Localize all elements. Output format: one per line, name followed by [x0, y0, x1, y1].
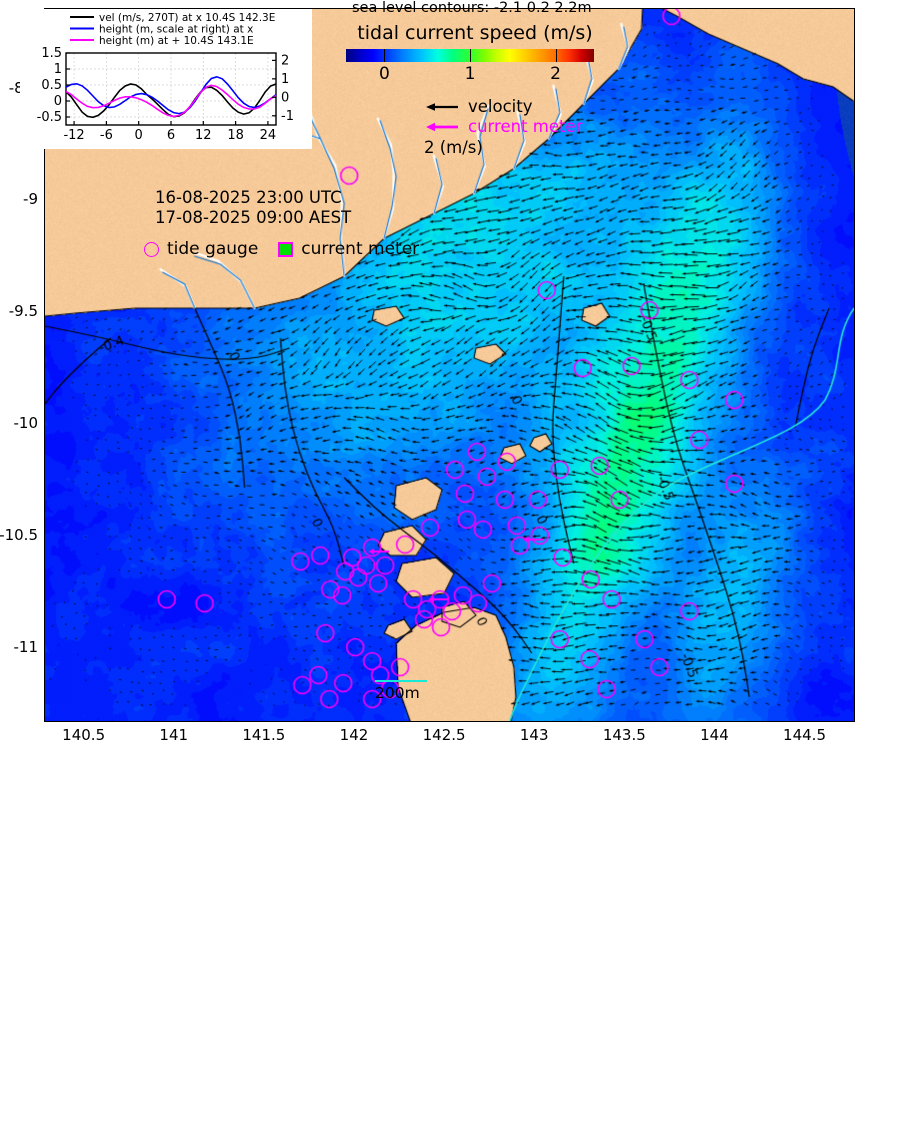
- sea-level-contours-title: sea level contours: -2.1 0.2 2.2m: [352, 0, 592, 16]
- timestamp-local: 17-08-2025 09:00 AEST: [155, 208, 352, 227]
- x-tick-label: 144: [700, 726, 729, 744]
- inset-x-tick-label: 6: [167, 128, 175, 143]
- colorbar-title: tidal current speed (m/s): [357, 22, 593, 44]
- legend-velocity-row: velocity: [424, 97, 582, 117]
- y-tick-label: -11: [13, 638, 39, 657]
- inset-y-left-tick-label: 0: [54, 94, 62, 109]
- inset-y-left-tick-label: 0.5: [41, 78, 62, 93]
- tide-gauge-label: tide gauge: [167, 239, 259, 259]
- y-tick-label: -9.5: [8, 302, 38, 321]
- inset-x-tick-label: 0: [135, 128, 143, 143]
- x-tick-label: 142.5: [422, 726, 466, 744]
- scale-bar-line: [375, 680, 427, 682]
- current-meter-icon: [278, 241, 294, 257]
- tide-gauge-icon: [144, 241, 159, 257]
- timeseries-inset-plot[interactable]: -12 -6 0 6 12 18 24 -0.5 0 0.5 1 1.5 -1 0 1 2 vel (m/s, …: [20, 9, 312, 149]
- inset-x-tick-label: 18: [227, 128, 244, 143]
- colorbar-tickmark: [470, 49, 471, 62]
- inset-legend-label: vel (m/s, 270T) at x 10.4S 142.3E: [99, 12, 275, 24]
- timestamp-utc: 16-08-2025 23:00 UTC: [155, 188, 342, 207]
- inset-x-tick-label: -12: [63, 128, 84, 143]
- colorbar-tick-label: 1: [464, 64, 476, 84]
- x-tick-label: 144.5: [783, 726, 827, 744]
- velocity-arrow-icon: [426, 103, 458, 111]
- inset-y-right-tick-label: 2: [281, 53, 289, 68]
- scale-bar-label: 200m: [375, 684, 420, 702]
- inset-y-right-tick-label: 1: [281, 72, 289, 87]
- scale-bar: 200m: [375, 680, 427, 702]
- inset-x-tick-label: 12: [195, 128, 212, 143]
- x-tick-label: 141.5: [242, 726, 286, 744]
- station-legend: tide gauge current meter: [144, 239, 439, 259]
- current-meter-label: current meter: [301, 239, 420, 259]
- inset-y-right-tick-label: 0: [281, 90, 289, 105]
- colorbar-tick-label: 2: [550, 64, 561, 84]
- x-tick-label: 143: [519, 726, 549, 744]
- inset-y-left-tick-label: -0.5: [37, 110, 62, 125]
- inset-y-right-tick-label: -1: [281, 109, 294, 124]
- legend-current-meter-label: current meter: [468, 117, 583, 136]
- y-tick-label: -10.5: [0, 526, 38, 545]
- arrow-legend: velocity current meter 2 (m/s): [424, 97, 582, 158]
- x-tick-label: 142: [339, 726, 369, 744]
- current-meter-arrow-icon: [426, 122, 458, 132]
- x-tick-label: 141: [159, 726, 189, 744]
- x-tick-label: 140.5: [62, 726, 106, 744]
- inset-legend-label: height (m) at + 10.4S 143.1E: [99, 35, 254, 47]
- colorbar-tick-label: 0: [379, 64, 390, 84]
- colorbar-tickmark: [555, 49, 557, 62]
- inset-legend-label: height (m, scale at right) at x: [99, 24, 253, 36]
- arrow-scale-label: 2 (m/s): [424, 138, 483, 157]
- legend-current-meter-row: current meter: [424, 117, 582, 137]
- inset-y-left-tick-label: 1: [54, 62, 62, 77]
- x-tick-label: 143.5: [602, 726, 646, 744]
- series-line: [65, 84, 277, 118]
- legend-velocity-label: velocity: [468, 97, 533, 116]
- y-tick-label: -9: [23, 190, 38, 209]
- inset-x-tick-label: -6: [100, 128, 113, 143]
- colorbar-tickmark: [384, 49, 386, 62]
- inset-y-left-tick-label: 1.5: [41, 46, 62, 61]
- y-tick-label: -10: [13, 414, 39, 433]
- inset-x-tick-label: 24: [260, 128, 277, 143]
- timestamp-block: 16-08-2025 23:00 UTC 17-08-2025 09:00 AE…: [155, 188, 351, 228]
- series-line: [65, 75, 277, 115]
